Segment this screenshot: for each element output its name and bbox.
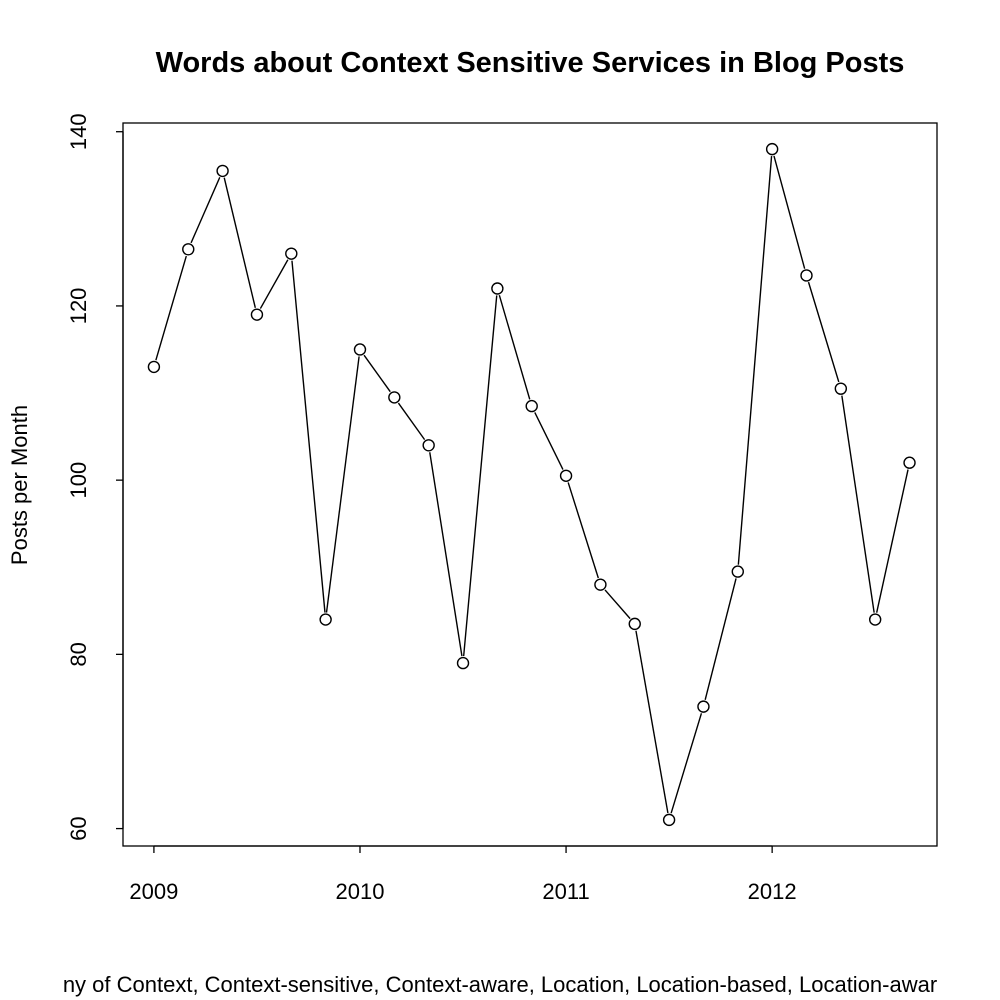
data-point (353, 343, 367, 356)
data-point (731, 565, 744, 578)
x-tick-label: 2010 (336, 879, 385, 904)
series-line-segment (841, 395, 875, 613)
series-line-segment (325, 356, 360, 613)
data-point (800, 269, 813, 282)
series-line-segment (604, 589, 631, 620)
data-point (422, 439, 435, 452)
data-point (903, 456, 916, 469)
y-axis-title: Posts per Month (7, 405, 32, 565)
series-line-segment (737, 156, 773, 565)
data-point (182, 243, 195, 256)
data-point (697, 700, 710, 713)
y-tick-label: 100 (66, 462, 91, 499)
data-point (868, 613, 882, 626)
series-line-segment (363, 354, 391, 393)
series-line-segment (704, 578, 737, 701)
series-line-segment (462, 295, 498, 657)
data-point (319, 613, 332, 626)
x-tick-label: 2012 (748, 879, 797, 904)
x-axis: 2009 2010 2011 2012 (129, 845, 797, 904)
data-point (285, 247, 298, 260)
series-line-segment (397, 402, 426, 441)
x-axis-title: ny of Context, Context-sensitive, Contex… (63, 972, 937, 997)
data-point (250, 308, 264, 321)
data-point (147, 360, 161, 374)
series-line-segment (259, 259, 289, 309)
y-axis: 60 80 100 120 140 (66, 113, 124, 841)
series-line-segment (567, 482, 599, 579)
y-tick-label: 80 (66, 642, 91, 666)
y-tick-label: 60 (66, 816, 91, 840)
plot-area-border (122, 122, 938, 847)
series-line-segment (190, 177, 221, 244)
data-point (834, 382, 848, 395)
data-point (628, 617, 641, 631)
data-point (456, 656, 470, 670)
series-line-segment (670, 713, 703, 814)
series-line-segment (155, 255, 187, 361)
y-tick-label: 140 (66, 113, 91, 150)
x-tick-label: 2009 (129, 879, 178, 904)
x-tick-label: 2011 (542, 879, 589, 904)
series-line-segment (498, 295, 531, 400)
data-point (216, 164, 229, 178)
data-point (525, 399, 538, 413)
data-point (491, 282, 504, 295)
series-line-segment (635, 630, 669, 814)
y-tick-label: 120 (66, 288, 91, 325)
data-point (388, 391, 401, 404)
chart-title: Words about Context Sensitive Services i… (156, 47, 905, 79)
series-line-segment (291, 260, 326, 613)
data-point (594, 578, 607, 591)
series-line-segment (875, 469, 909, 613)
series-line-segment (807, 281, 840, 383)
data-point (765, 142, 779, 156)
series-line-segment (429, 452, 463, 657)
series-line-segment (773, 155, 806, 269)
series-line-segment (534, 412, 564, 470)
series-line-segment (223, 177, 257, 308)
series-group (147, 142, 916, 827)
data-point (559, 469, 573, 482)
data-point (662, 813, 676, 827)
